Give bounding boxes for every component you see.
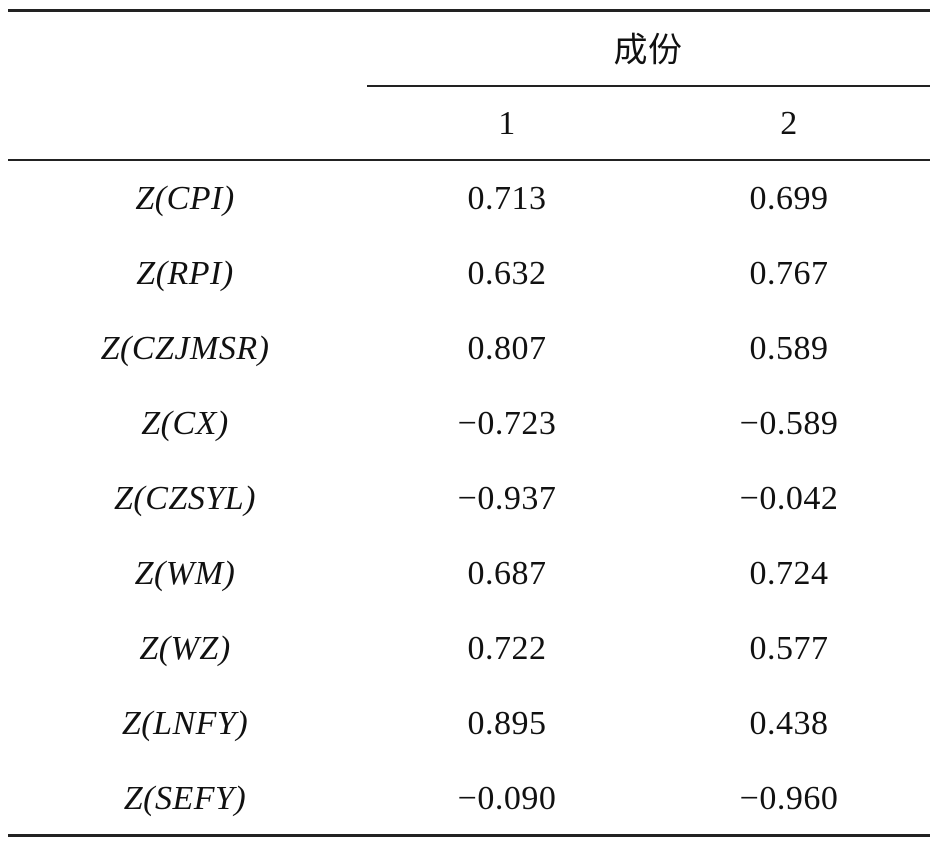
header-rule xyxy=(8,159,930,161)
row-label: Z(LNFY) xyxy=(121,705,249,742)
bottom-rule xyxy=(8,834,930,837)
cell-value: 0.724 xyxy=(749,555,829,592)
row-label: Z(RPI) xyxy=(136,255,234,292)
row-label: Z(CZSYL) xyxy=(114,480,256,517)
cell-value: 0.577 xyxy=(749,630,829,667)
column-header: 2 xyxy=(780,105,798,142)
row-label: Z(WZ) xyxy=(139,630,231,667)
cell-value: 0.895 xyxy=(467,705,547,742)
cell-value: 0.713 xyxy=(467,180,547,217)
cell-value: 0.767 xyxy=(749,255,829,292)
cell-value: −0.090 xyxy=(457,780,557,817)
row-label: Z(CPI) xyxy=(135,180,235,217)
cell-value: −0.042 xyxy=(739,480,839,517)
row-label: Z(CZJMSR) xyxy=(100,330,270,367)
cell-value: 0.632 xyxy=(467,255,547,292)
cell-value: −0.589 xyxy=(739,405,839,442)
cell-value: −0.960 xyxy=(739,780,839,817)
cell-value: 0.589 xyxy=(749,330,829,367)
cell-value: 0.438 xyxy=(749,705,829,742)
cell-value: 0.722 xyxy=(467,630,547,667)
column-header: 1 xyxy=(498,105,516,142)
cell-value: −0.723 xyxy=(457,405,557,442)
cell-value: −0.937 xyxy=(457,480,557,517)
top-rule xyxy=(8,9,930,12)
group-header: 成份 xyxy=(613,32,683,70)
cell-value: 0.687 xyxy=(467,555,547,592)
group-rule xyxy=(367,85,930,87)
row-label: Z(SEFY) xyxy=(123,780,247,817)
row-label: Z(CX) xyxy=(141,405,229,442)
row-label: Z(WM) xyxy=(134,555,236,592)
cell-value: 0.699 xyxy=(749,180,829,217)
cell-value: 0.807 xyxy=(467,330,547,367)
